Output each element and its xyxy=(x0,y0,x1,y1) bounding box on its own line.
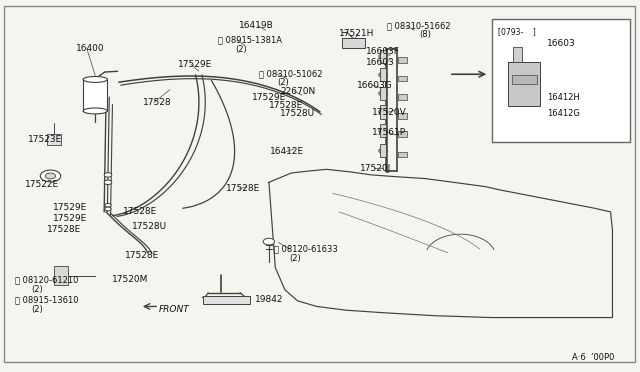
Text: 17523E: 17523E xyxy=(28,135,62,144)
Circle shape xyxy=(105,203,111,207)
Bar xyxy=(380,144,387,157)
Bar xyxy=(380,124,387,137)
Circle shape xyxy=(40,170,61,182)
Text: 17529E: 17529E xyxy=(53,203,87,212)
Circle shape xyxy=(263,238,275,245)
Circle shape xyxy=(379,72,388,77)
Text: [0793-    ]: [0793- ] xyxy=(497,28,535,36)
Text: (2): (2) xyxy=(31,285,43,294)
Text: Ⓑ 08120-61210: Ⓑ 08120-61210 xyxy=(15,275,78,284)
Text: Ⓦ 08915-13610: Ⓦ 08915-13610 xyxy=(15,296,78,305)
Bar xyxy=(492,19,630,141)
Bar xyxy=(342,38,365,48)
Bar xyxy=(398,151,408,157)
Bar xyxy=(513,47,522,62)
Bar xyxy=(398,94,408,100)
Text: 17522E: 17522E xyxy=(25,180,59,189)
Text: 17528E: 17528E xyxy=(125,251,159,260)
Text: 17528E: 17528E xyxy=(269,101,303,110)
Circle shape xyxy=(379,109,388,115)
Text: (2): (2) xyxy=(236,45,248,54)
Text: (2): (2) xyxy=(277,78,289,87)
Text: A·6  ’00P0: A·6 ’00P0 xyxy=(572,353,614,362)
Text: 17528: 17528 xyxy=(143,98,171,107)
Text: Ⓢ 08310-51662: Ⓢ 08310-51662 xyxy=(387,22,451,31)
Text: 16603F: 16603F xyxy=(366,47,400,56)
Bar xyxy=(380,68,387,81)
Text: 17528U: 17528U xyxy=(132,222,167,231)
Text: (2): (2) xyxy=(31,305,43,314)
Bar xyxy=(398,113,408,119)
Circle shape xyxy=(104,173,112,177)
Bar xyxy=(398,76,408,81)
Text: 22670N: 22670N xyxy=(280,87,316,96)
Bar xyxy=(398,131,408,137)
Ellipse shape xyxy=(83,77,108,83)
Circle shape xyxy=(105,207,111,211)
Text: 16412H: 16412H xyxy=(547,93,579,102)
Circle shape xyxy=(379,128,388,133)
Ellipse shape xyxy=(83,108,108,114)
Bar xyxy=(380,105,387,119)
Text: 16400: 16400 xyxy=(76,44,105,53)
Bar xyxy=(380,49,387,63)
Text: 17528U: 17528U xyxy=(280,109,316,118)
Text: 17561P: 17561P xyxy=(372,128,406,137)
Circle shape xyxy=(104,180,112,185)
Text: 17529E: 17529E xyxy=(53,214,87,223)
Text: 16412G: 16412G xyxy=(547,109,580,118)
Text: FRONT: FRONT xyxy=(159,305,190,314)
Text: 16419B: 16419B xyxy=(239,22,274,31)
Text: 17528E: 17528E xyxy=(124,207,157,216)
Text: 16603: 16603 xyxy=(547,39,575,48)
Text: 17520M: 17520M xyxy=(113,275,149,284)
Text: 16603: 16603 xyxy=(366,58,395,67)
Text: 17520J: 17520J xyxy=(360,164,391,173)
Bar xyxy=(380,87,387,100)
Circle shape xyxy=(45,173,56,179)
Bar xyxy=(398,57,408,63)
Text: 17529E: 17529E xyxy=(252,93,286,102)
Text: 16412E: 16412E xyxy=(270,147,304,156)
Text: 17529E: 17529E xyxy=(178,60,212,69)
Text: Ⓦ 08915-1381A: Ⓦ 08915-1381A xyxy=(218,36,282,45)
Text: 19842: 19842 xyxy=(255,295,284,304)
Text: 16603G: 16603G xyxy=(357,81,393,90)
Circle shape xyxy=(379,148,388,153)
Text: 17528E: 17528E xyxy=(47,225,81,234)
Text: 17528E: 17528E xyxy=(225,185,260,193)
Bar xyxy=(203,296,250,304)
Bar xyxy=(47,134,61,145)
Bar xyxy=(508,62,540,106)
Text: Ⓢ 08310-51062: Ⓢ 08310-51062 xyxy=(259,69,323,78)
Text: Ⓑ 08120-61633: Ⓑ 08120-61633 xyxy=(274,244,338,253)
Text: 17520V: 17520V xyxy=(372,108,407,117)
Bar xyxy=(511,75,537,84)
Bar xyxy=(54,266,68,285)
Text: (8): (8) xyxy=(419,30,431,39)
Text: 17521H: 17521H xyxy=(339,29,374,38)
Circle shape xyxy=(379,54,388,59)
Text: (2): (2) xyxy=(289,254,301,263)
Bar xyxy=(83,80,108,111)
Circle shape xyxy=(379,91,388,96)
